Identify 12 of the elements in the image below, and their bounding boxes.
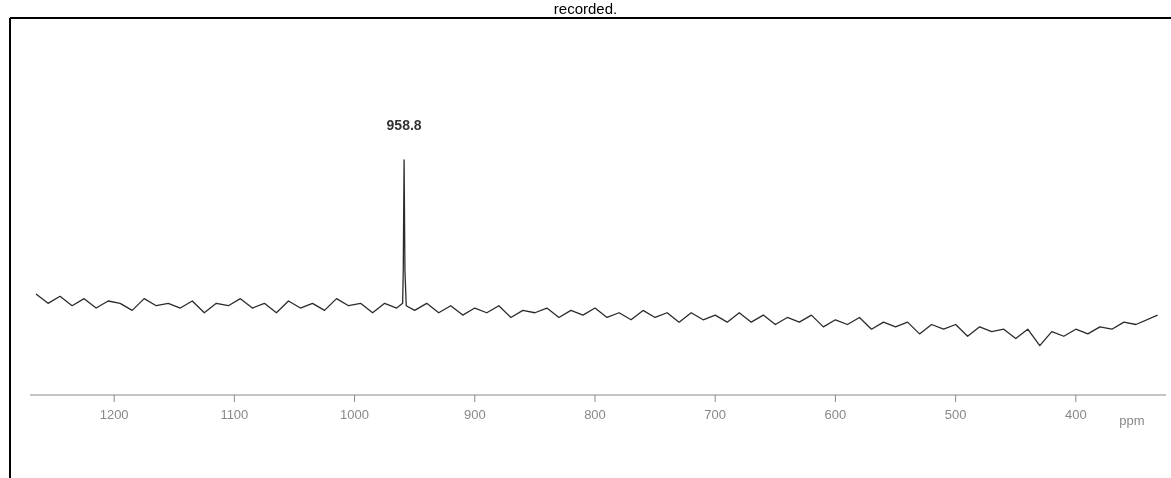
x-tick-label: 700 xyxy=(704,407,727,422)
x-tick-label: 500 xyxy=(944,407,967,422)
x-tick-label: 1000 xyxy=(340,407,370,422)
x-tick-label: 1100 xyxy=(220,407,249,422)
x-axis-title: ppm xyxy=(1119,413,1145,428)
text: recorded. xyxy=(553,0,618,17)
x-tick-label: 400 xyxy=(1064,407,1087,422)
annotation: 958.8 xyxy=(386,117,422,133)
x-tick-label: 800 xyxy=(584,407,606,422)
x-tick-label: 1200 xyxy=(99,407,129,422)
x-tick-label: 900 xyxy=(463,407,486,422)
x-tick-label: 600 xyxy=(824,407,847,422)
